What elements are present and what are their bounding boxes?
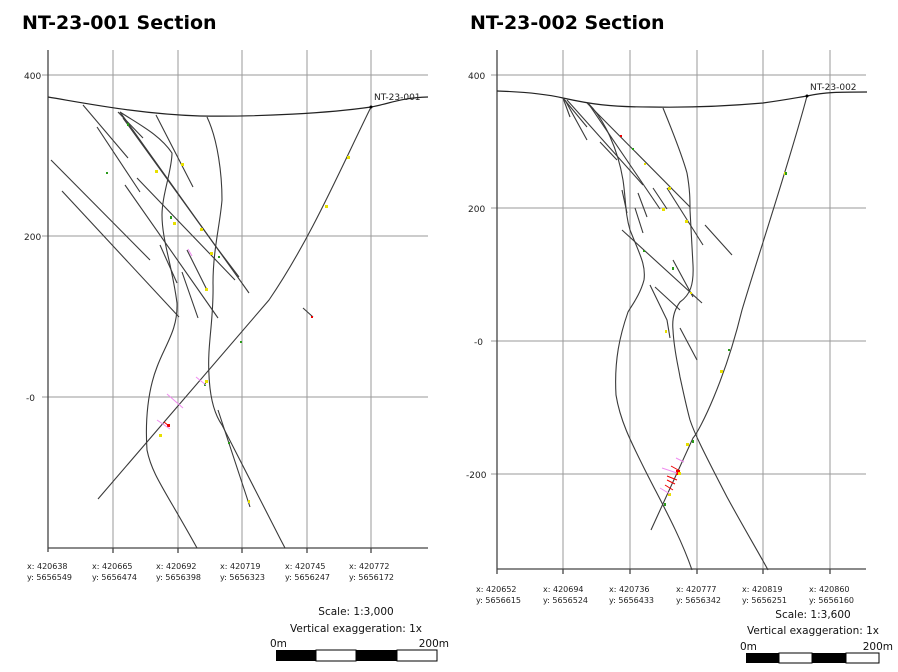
northing-label: y: 5656615 (476, 596, 521, 605)
northing-label: y: 5656398 (156, 573, 201, 582)
scale-block: Scale: 1:3,000 Vertical exaggeration: 1x… (270, 606, 449, 662)
northing-label: y: 5656549 (27, 573, 72, 582)
northing-label: y: 5656160 (809, 596, 854, 605)
vertical-exaggeration-text: Vertical exaggeration: 1x (290, 623, 422, 635)
scale-block: Scale: 1:3,600 Vertical exaggeration: 1x… (740, 609, 893, 664)
northing-label: y: 5656524 (543, 596, 588, 605)
easting-label: x: 420719 (220, 562, 261, 571)
easting-label: x: 420772 (349, 562, 390, 571)
scale-bar (746, 652, 880, 664)
section-title: NT-23-001 Section (22, 12, 217, 34)
drill-traces (562, 95, 808, 571)
section-title: NT-23-002 Section (470, 12, 665, 34)
scale-bar-end: 200m (419, 638, 449, 650)
section-nt-23-002: NT-23-002 Section 400 200 -0 -200 (466, 12, 893, 664)
easting-label: x: 420665 (92, 562, 133, 571)
northing-label: y: 5656342 (676, 596, 721, 605)
section-nt-23-001: NT-23-001 Section 400 200 -0 (22, 12, 449, 662)
coordinate-labels: x: 420652 y: 5656615 x: 420694 y: 565652… (476, 585, 854, 605)
collar-marker (369, 105, 373, 109)
northing-label: y: 5656247 (285, 573, 330, 582)
northing-label: y: 5656251 (742, 596, 787, 605)
grid (491, 50, 866, 569)
northing-label: y: 5656172 (349, 573, 394, 582)
elevation-label: 400 (24, 72, 41, 82)
drill-traces (50, 104, 372, 549)
collar-marker (805, 94, 809, 98)
scale-bar-start: 0m (740, 641, 757, 653)
topography-surface (496, 90, 868, 108)
easting-label: x: 420736 (609, 585, 650, 594)
hole-label: NT-23-001 (374, 93, 421, 103)
elevation-label: 200 (24, 233, 41, 243)
topography-surface (47, 96, 429, 117)
coordinate-labels: x: 420638 y: 5656549 x: 420665 y: 565647… (27, 562, 394, 582)
easting-label: x: 420745 (285, 562, 326, 571)
hole-label: NT-23-002 (810, 83, 857, 93)
easting-label: x: 420694 (543, 585, 584, 594)
scale-text: Scale: 1:3,000 (318, 606, 393, 618)
easting-label: x: 420860 (809, 585, 850, 594)
scale-bar-end: 200m (863, 641, 893, 653)
axes (47, 50, 428, 553)
elevation-label: -0 (26, 394, 35, 404)
elevation-label: -200 (466, 471, 487, 481)
scale-bar-start: 0m (270, 638, 287, 650)
elevation-label: -0 (474, 338, 483, 348)
northing-label: y: 5656323 (220, 573, 265, 582)
easting-label: x: 420819 (742, 585, 783, 594)
grid (42, 50, 428, 548)
scale-text: Scale: 1:3,600 (775, 609, 850, 621)
scale-bar (276, 649, 438, 662)
easting-label: x: 420652 (476, 585, 517, 594)
assay-markers (620, 135, 787, 506)
easting-label: x: 420692 (156, 562, 197, 571)
vertical-exaggeration-text: Vertical exaggeration: 1x (747, 625, 879, 637)
northing-label: y: 5656433 (609, 596, 654, 605)
elevation-label: 400 (468, 72, 485, 82)
assay-markers (106, 123, 350, 503)
axes (496, 50, 866, 574)
easting-label: x: 420638 (27, 562, 68, 571)
northing-label: y: 5656474 (92, 573, 137, 582)
easting-label: x: 420777 (676, 585, 717, 594)
elevation-label: 200 (468, 205, 485, 215)
